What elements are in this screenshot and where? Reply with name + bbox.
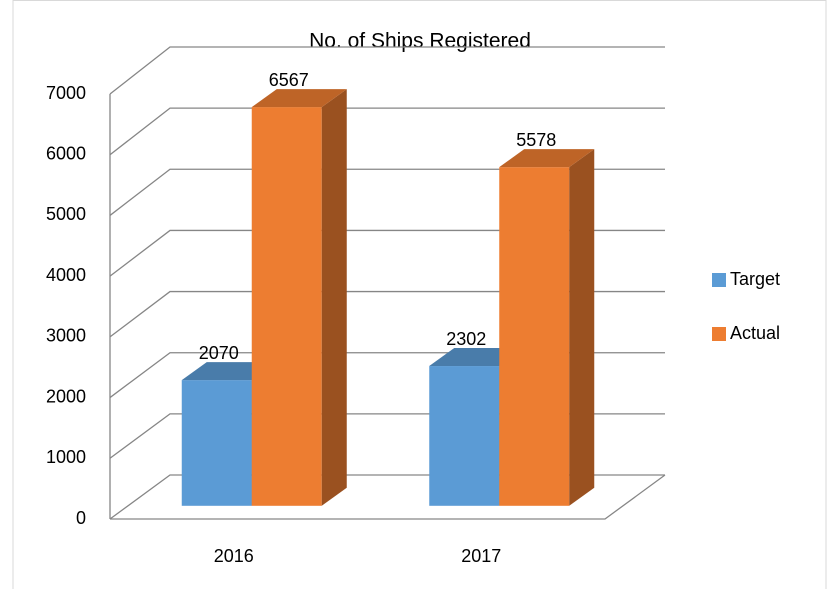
data-label: 2302 <box>446 329 486 349</box>
y-tick-label: 6000 <box>46 143 86 163</box>
y-tick-label: 4000 <box>46 265 86 285</box>
bar-side <box>321 89 347 506</box>
y-tick-label: 3000 <box>46 326 86 346</box>
data-label: 5578 <box>516 130 556 150</box>
chart-title: No. of Ships Registered <box>309 30 531 53</box>
bar-top <box>499 149 595 168</box>
floor-edge <box>110 474 666 520</box>
grid-line <box>109 107 665 156</box>
y-tick-label: 1000 <box>46 447 86 467</box>
bar <box>429 366 500 506</box>
bar <box>499 167 570 506</box>
bar <box>251 107 322 506</box>
data-label: 6567 <box>269 70 309 90</box>
legend-swatch <box>712 273 726 287</box>
y-tick-label: 0 <box>76 508 86 528</box>
bar <box>181 380 252 506</box>
x-tick-label: 2016 <box>214 546 254 566</box>
bar-top <box>251 89 347 108</box>
x-tick-label: 2017 <box>461 546 501 566</box>
data-label: 2070 <box>199 343 239 363</box>
legend-label: Target <box>730 269 780 289</box>
y-tick-label: 5000 <box>46 204 86 224</box>
y-tick-label: 7000 <box>46 83 86 103</box>
legend-swatch <box>712 327 726 341</box>
bar-side <box>569 149 595 506</box>
grid-line <box>109 46 665 95</box>
legend-label: Actual <box>730 323 780 343</box>
y-tick-label: 2000 <box>46 386 86 406</box>
